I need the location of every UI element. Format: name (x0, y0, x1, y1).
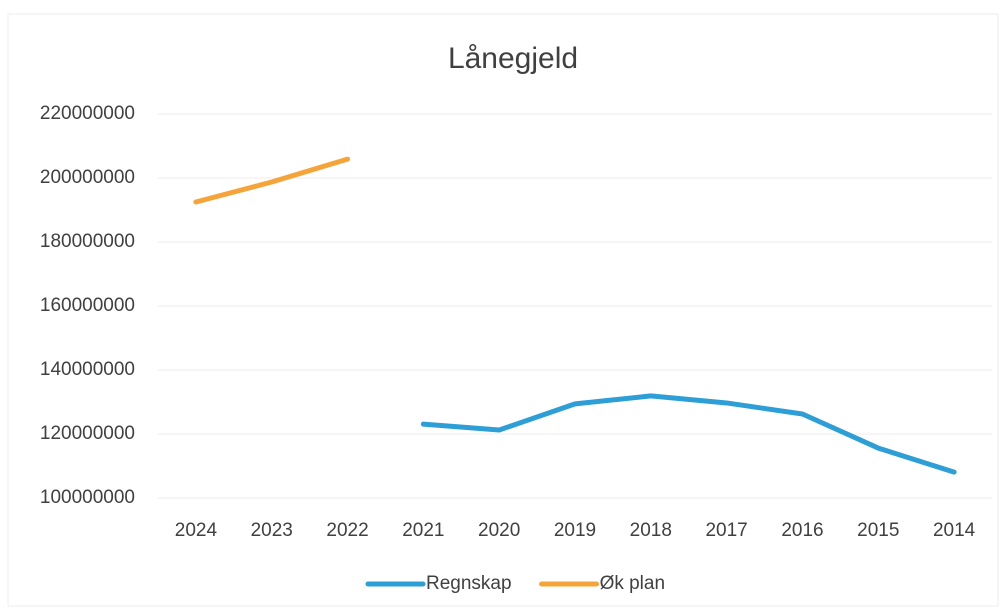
legend-label: Øk plan (600, 573, 665, 594)
y-tick-label: 220000000 (40, 103, 135, 124)
x-tick-label: 2021 (402, 520, 444, 541)
x-tick-label: 2018 (630, 520, 672, 541)
x-tick-label: 2022 (326, 520, 368, 541)
x-tick-label: 2020 (478, 520, 520, 541)
y-tick-label: 140000000 (40, 359, 135, 380)
series-line (420, 393, 957, 475)
y-tick-label: 120000000 (40, 423, 135, 444)
y-tick-label: 180000000 (40, 231, 135, 252)
x-tick-label: 2017 (705, 520, 747, 541)
x-tick-label: 2016 (781, 520, 823, 541)
y-tick-label: 200000000 (40, 167, 135, 188)
legend-label: Regnskap (426, 573, 512, 594)
x-tick-label: 2014 (933, 520, 976, 541)
x-tick-label: 2019 (554, 520, 596, 541)
y-tick-label: 160000000 (40, 295, 135, 316)
chart-frame (7, 13, 999, 607)
x-tick-label: 2015 (857, 520, 899, 541)
chart-title: Lånegjeld (448, 42, 578, 75)
y-tick-label: 100000000 (40, 487, 135, 508)
x-tick-label: 2023 (251, 520, 293, 541)
series-line (193, 156, 351, 205)
x-tick-label: 2024 (175, 520, 218, 541)
